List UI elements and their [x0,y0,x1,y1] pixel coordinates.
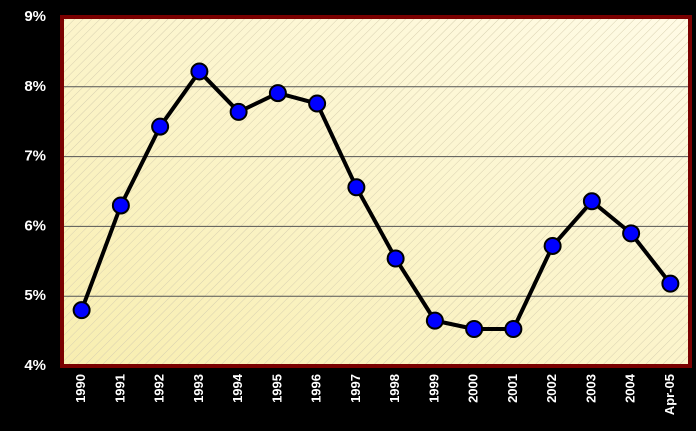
x-tick-label: 1998 [387,374,402,403]
plot-border [60,15,692,368]
x-tick-label: Apr-05 [662,374,677,415]
x-tick-label: 1999 [426,374,441,403]
marker [504,320,523,339]
marker [543,236,562,255]
marker [661,274,680,293]
x-tick-label: 1990 [73,374,88,403]
marker [425,311,444,330]
x-tick-label: 2001 [505,374,520,403]
marker [622,224,641,243]
x-tick-label: 1991 [112,374,127,403]
marker [111,196,130,215]
y-tick-label: 5% [24,287,46,304]
marker [347,178,366,197]
x-tick-label: 1996 [309,374,324,403]
marker [308,94,327,113]
y-tick-label: 4% [24,357,46,374]
x-tick-label: 2002 [544,374,559,403]
x-tick-label: 1997 [348,374,363,403]
x-tick-label: 2000 [466,374,481,403]
x-tick-label: 1993 [191,374,206,403]
y-tick-label: 8% [24,78,46,95]
marker [582,192,601,211]
line [79,69,672,332]
y-tick-label: 7% [24,148,46,165]
plot-hatch [62,17,690,366]
x-tick-label: 1994 [230,373,245,403]
marker [465,320,484,339]
x-tick-label: 1992 [152,374,167,403]
x-tick-label: 2003 [583,374,598,403]
y-tick-label: 9% [24,8,46,25]
y-tick-label: 6% [24,217,46,234]
marker [151,117,170,136]
marker [268,84,287,103]
marker [190,62,209,81]
marker [229,102,248,121]
x-tick-label: 1995 [269,374,284,403]
marker [72,301,91,320]
marker [386,249,405,268]
x-tick-label: 2004 [623,373,638,403]
